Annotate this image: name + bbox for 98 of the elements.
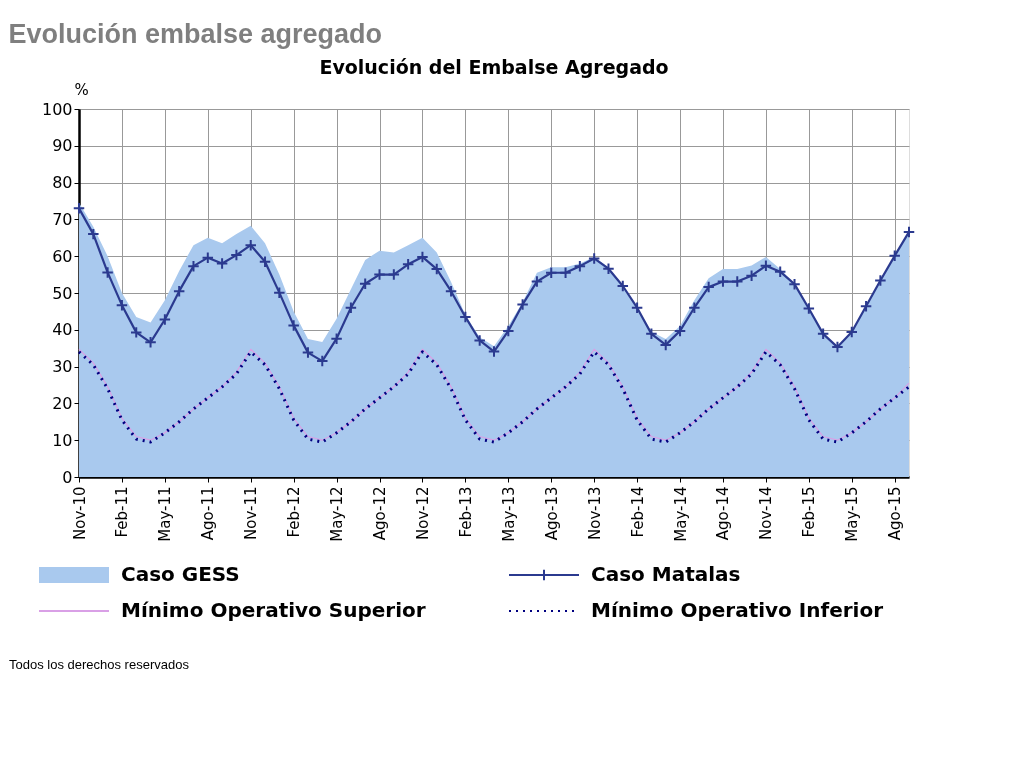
point <box>373 268 386 281</box>
point <box>416 250 429 264</box>
point <box>530 275 544 288</box>
point <box>859 300 873 313</box>
point <box>101 266 114 279</box>
point <box>545 266 558 279</box>
point <box>573 259 587 273</box>
x-tick-label: Feb-13 <box>456 486 475 538</box>
point <box>401 258 415 271</box>
point <box>215 257 229 270</box>
point <box>759 259 773 273</box>
point <box>72 202 86 215</box>
point <box>673 324 687 338</box>
point <box>516 298 529 311</box>
y-tick-label: 30 <box>52 357 73 377</box>
point <box>287 319 300 332</box>
chart-title: Evolución embalse agregado <box>8 18 383 49</box>
point <box>559 266 572 279</box>
x-tick-label: May-11 <box>156 486 175 542</box>
point <box>144 336 157 349</box>
point <box>115 298 129 312</box>
point <box>301 346 315 359</box>
text: Todos los derechos reservados <box>9 657 190 672</box>
x-tick-label: Ago-11 <box>199 486 218 541</box>
legend-label: Caso GESS <box>121 562 240 586</box>
x-tick-label: Ago-13 <box>542 486 561 541</box>
x-tick-label: May-12 <box>328 486 347 542</box>
point <box>487 345 501 358</box>
x-tick-label: May-14 <box>671 486 690 542</box>
point <box>602 262 615 275</box>
point <box>745 269 758 282</box>
x-tick-label: Ago-15 <box>886 486 905 541</box>
y-tick-label: 60 <box>52 246 73 266</box>
y-tick-label: 50 <box>52 283 73 303</box>
legend-label: Caso Matalas <box>591 562 741 586</box>
point <box>87 227 100 241</box>
point <box>430 262 443 276</box>
point <box>845 325 858 339</box>
point <box>187 259 200 273</box>
point <box>659 338 672 352</box>
x-tick-label: Ago-12 <box>371 486 390 541</box>
point <box>816 327 830 341</box>
point <box>473 334 486 347</box>
point <box>330 332 343 345</box>
point <box>273 286 286 299</box>
point <box>731 275 744 288</box>
x-tick-label: May-15 <box>843 486 862 542</box>
point <box>802 302 816 315</box>
x-tick-label: Nov-14 <box>757 486 776 540</box>
point <box>130 326 143 339</box>
point <box>316 354 329 368</box>
point <box>502 324 515 338</box>
x-tick-label: Nov-12 <box>413 486 432 540</box>
x-tick-label: Feb-14 <box>628 486 647 538</box>
point <box>702 280 715 294</box>
point <box>688 301 701 314</box>
point <box>358 277 372 291</box>
x-tick-label: Ago-14 <box>714 486 733 541</box>
x-tick-label: Feb-11 <box>113 486 132 538</box>
point <box>201 251 215 264</box>
x-tick-label: Nov-13 <box>585 486 604 540</box>
y-tick-label: 80 <box>52 173 73 193</box>
point <box>630 301 644 314</box>
point <box>244 238 257 252</box>
point <box>716 275 730 288</box>
y-tick-label: 100 <box>41 99 73 119</box>
y-tick-label: 90 <box>52 136 73 156</box>
point <box>172 284 186 298</box>
point <box>616 279 630 293</box>
x-tick-label: Nov-11 <box>242 486 261 540</box>
x-tick-label: Feb-15 <box>800 486 819 538</box>
legend-label: Mínimo Operativo Inferior <box>591 598 884 622</box>
point <box>874 274 887 287</box>
point <box>230 248 243 262</box>
point <box>587 252 601 265</box>
x-tick-label: May-13 <box>499 486 518 542</box>
y-tick-label: 10 <box>52 430 73 450</box>
point <box>258 255 272 268</box>
x-tick-label: Nov-10 <box>70 486 89 540</box>
x-tick-label: Feb-12 <box>285 486 304 538</box>
point <box>344 301 358 314</box>
point <box>645 327 658 341</box>
y-tick-label: 40 <box>52 320 73 340</box>
point <box>788 277 801 291</box>
y-axis-title: % <box>74 80 89 99</box>
y-tick-label: 70 <box>52 209 73 229</box>
point <box>831 340 844 354</box>
chart-subtitle: Evolución del Embalse Agregado <box>319 56 669 78</box>
point <box>158 313 172 326</box>
point <box>773 265 787 278</box>
point <box>459 310 472 324</box>
legend-label: Mínimo Operativo Superior <box>121 598 426 622</box>
point <box>888 249 901 263</box>
y-tick-label: 20 <box>52 393 73 413</box>
point <box>387 268 401 281</box>
point <box>444 284 458 298</box>
point <box>902 225 916 239</box>
y-tick-label: 0 <box>62 467 73 487</box>
